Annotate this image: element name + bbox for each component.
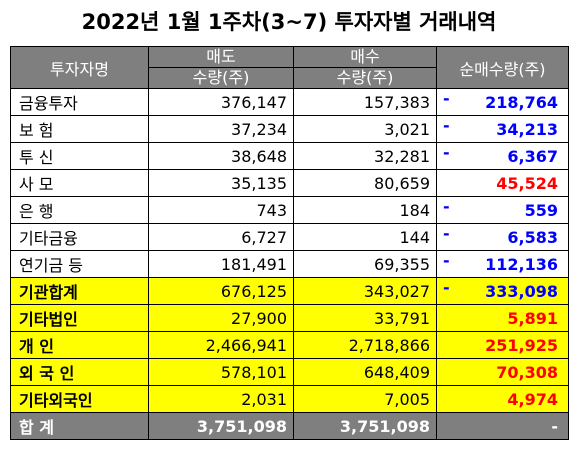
table-row: 개 인 2,466,941 2,718,866 251,925 xyxy=(10,331,569,359)
table-row: 금융투자 376,147 157,383- 218,764 xyxy=(10,88,569,116)
investor-name: 금융투자 xyxy=(10,88,149,116)
net-value: 4,974 xyxy=(507,389,558,409)
net-buy-qty: 70,308 xyxy=(436,358,569,386)
table-row: 기타법인 27,900 33,791 5,891 xyxy=(10,304,569,332)
net-sign: - xyxy=(443,143,450,163)
investor-name: 투 신 xyxy=(10,142,149,170)
total-row: 합 계 3,751,098 3,751,098- xyxy=(10,412,569,440)
sell-qty: 6,727 xyxy=(148,223,294,251)
sell-qty: 37,234 xyxy=(148,115,294,143)
investor-name: 사 모 xyxy=(10,169,149,197)
sell-qty: 676,125 xyxy=(148,277,294,305)
total-label: 합 계 xyxy=(10,412,149,440)
buy-qty: 7,005 xyxy=(293,385,437,413)
net-value: 559 xyxy=(524,200,558,220)
net-value: 6,367 xyxy=(507,146,558,166)
table-row: 보 험 37,234 3,021- 34,213 xyxy=(10,115,569,143)
table-row: 연기금 등 181,491 69,355- 112,136 xyxy=(10,250,569,278)
sell-qty: 2,466,941 xyxy=(148,331,294,359)
header-net: 순매수량(주) xyxy=(436,46,569,89)
buy-qty: 3,021 xyxy=(293,115,437,143)
trading-table: 투자자명 매도 매수 순매수량(주) 수량(주) 수량(주) 금융투자 376,1… xyxy=(10,46,569,440)
investor-name: 은 행 xyxy=(10,196,149,224)
buy-qty: 343,027 xyxy=(293,277,437,305)
net-buy-qty: 45,524 xyxy=(436,169,569,197)
net-value: 333,098 xyxy=(485,281,558,301)
net-buy-qty: - 559 xyxy=(436,196,569,224)
total-net: - xyxy=(436,412,569,440)
buy-qty: 80,659 xyxy=(293,169,437,197)
investor-name: 기타외국인 xyxy=(10,385,149,413)
net-buy-qty: - 34,213 xyxy=(436,115,569,143)
investor-name: 기타법인 xyxy=(10,304,149,332)
net-buy-qty: 251,925 xyxy=(436,331,569,359)
net-value: 218,764 xyxy=(485,92,558,112)
sell-qty: 181,491 xyxy=(148,250,294,278)
net-value: 45,524 xyxy=(496,173,558,193)
buy-qty: 33,791 xyxy=(293,304,437,332)
net-sign: - xyxy=(443,116,450,136)
table-row: 은 행 743 184- 559 xyxy=(10,196,569,224)
buy-qty: 144 xyxy=(293,223,437,251)
total-buy: 3,751,098 xyxy=(293,412,437,440)
net-sign: - xyxy=(443,89,450,109)
page-title: 2022년 1월 1주차(3~7) 투자자별 거래내역 xyxy=(81,10,497,34)
header-buy-qty: 수량(주) xyxy=(293,67,437,89)
net-value: 6,583 xyxy=(507,227,558,247)
buy-qty: 32,281 xyxy=(293,142,437,170)
net-buy-qty: 4,974 xyxy=(436,385,569,413)
header-sell-qty: 수량(주) xyxy=(148,67,294,89)
investor-name: 보 험 xyxy=(10,115,149,143)
sell-qty: 38,648 xyxy=(148,142,294,170)
net-value: 112,136 xyxy=(485,254,558,274)
table-row: 기타외국인 2,031 7,005 4,974 xyxy=(10,385,569,413)
table-row: 기관합계 676,125 343,027- 333,098 xyxy=(10,277,569,305)
investor-name: 외 국 인 xyxy=(10,358,149,386)
net-value: 5,891 xyxy=(507,308,558,328)
net-value: 251,925 xyxy=(485,335,558,355)
buy-qty: 69,355 xyxy=(293,250,437,278)
net-value: 34,213 xyxy=(496,119,558,139)
sell-qty: 2,031 xyxy=(148,385,294,413)
header-sell: 매도 xyxy=(148,46,294,68)
net-buy-qty: 5,891 xyxy=(436,304,569,332)
net-value: 70,308 xyxy=(496,362,558,382)
sell-qty: 578,101 xyxy=(148,358,294,386)
buy-qty: 648,409 xyxy=(293,358,437,386)
buy-qty: 157,383 xyxy=(293,88,437,116)
table-row: 투 신 38,648 32,281- 6,367 xyxy=(10,142,569,170)
net-buy-qty: - 218,764 xyxy=(436,88,569,116)
sell-qty: 35,135 xyxy=(148,169,294,197)
net-sign: - xyxy=(443,197,450,217)
sell-qty: 743 xyxy=(148,196,294,224)
total-sell: 3,751,098 xyxy=(148,412,294,440)
net-sign: - xyxy=(443,251,450,271)
net-buy-qty: - 6,367 xyxy=(436,142,569,170)
net-sign: - xyxy=(443,278,450,298)
investor-name: 연기금 등 xyxy=(10,250,149,278)
buy-qty: 184 xyxy=(293,196,437,224)
header-investor: 투자자명 xyxy=(10,46,149,89)
table-row: 외 국 인 578,101 648,409 70,308 xyxy=(10,358,569,386)
buy-qty: 2,718,866 xyxy=(293,331,437,359)
sell-qty: 376,147 xyxy=(148,88,294,116)
investor-name: 기타금융 xyxy=(10,223,149,251)
table-row: 기타금융 6,727 144- 6,583 xyxy=(10,223,569,251)
net-sign: - xyxy=(443,224,450,244)
net-buy-qty: - 6,583 xyxy=(436,223,569,251)
sell-qty: 27,900 xyxy=(148,304,294,332)
net-buy-qty: - 333,098 xyxy=(436,277,569,305)
table-row: 사 모 35,135 80,659 45,524 xyxy=(10,169,569,197)
net-buy-qty: - 112,136 xyxy=(436,250,569,278)
header-buy: 매수 xyxy=(293,46,437,68)
investor-name: 기관합계 xyxy=(10,277,149,305)
investor-name: 개 인 xyxy=(10,331,149,359)
